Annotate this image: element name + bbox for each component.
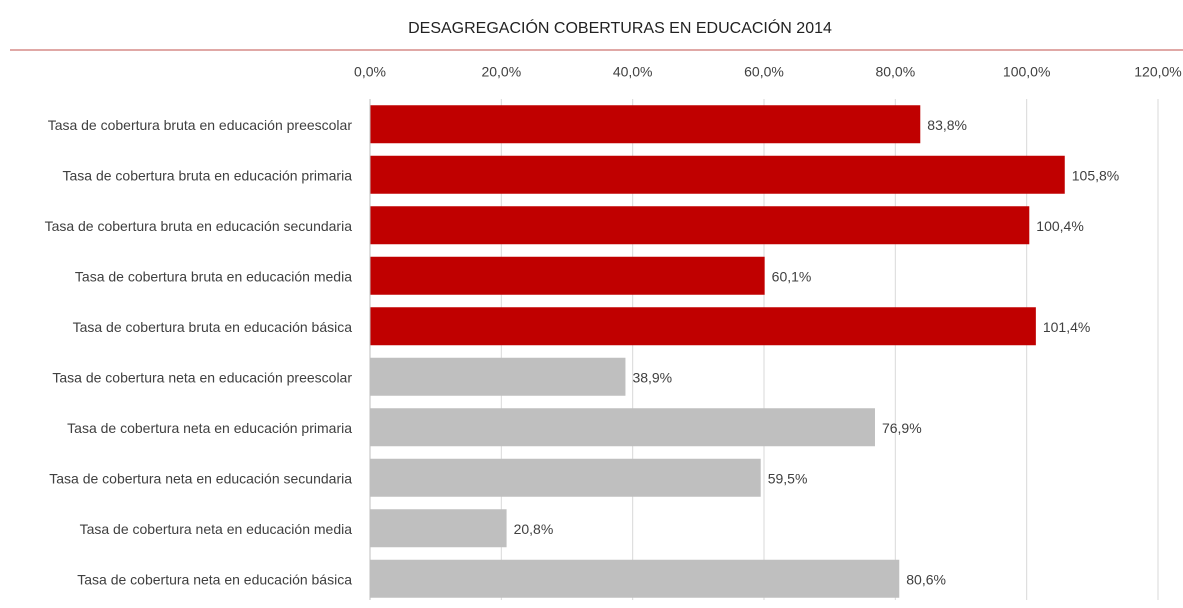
bar <box>370 509 507 548</box>
bar <box>370 408 875 447</box>
value-label: 83,8% <box>927 117 967 133</box>
y-tick-label: Tasa de cobertura bruta en educación med… <box>75 268 352 284</box>
y-tick-label: Tasa de cobertura neta en educación medi… <box>80 521 353 537</box>
value-label: 60,1% <box>772 268 812 284</box>
y-tick-label: Tasa de cobertura neta en educación secu… <box>49 470 352 486</box>
chart-title: DESAGREGACIÓN COBERTURAS EN EDUCACIÓN 20… <box>408 18 832 37</box>
y-tick-label: Tasa de cobertura bruta en educación pre… <box>48 117 353 133</box>
value-label: 59,5% <box>768 470 808 486</box>
x-tick-label: 120,0% <box>1134 64 1181 80</box>
x-tick-label: 100,0% <box>1003 64 1050 80</box>
x-tick-label: 60,0% <box>744 64 784 80</box>
value-label: 105,8% <box>1072 167 1119 183</box>
value-label: 101,4% <box>1043 319 1090 335</box>
y-tick-label: Tasa de cobertura bruta en educación pri… <box>62 167 352 183</box>
value-label: 80,6% <box>906 571 946 587</box>
bar <box>370 357 626 396</box>
x-tick-label: 80,0% <box>875 64 915 80</box>
y-tick-label: Tasa de cobertura neta en educación pree… <box>52 369 352 385</box>
bar <box>370 256 765 295</box>
value-label: 100,4% <box>1036 218 1083 234</box>
y-tick-label: Tasa de cobertura bruta en educación bás… <box>73 319 353 335</box>
bar <box>370 105 921 144</box>
y-tick-label: Tasa de cobertura bruta en educación sec… <box>45 218 353 234</box>
value-label: 20,8% <box>514 521 554 537</box>
x-tick-label: 0,0% <box>354 64 386 80</box>
value-label: 76,9% <box>882 420 922 436</box>
value-label: 38,9% <box>632 369 672 385</box>
y-tick-label: Tasa de cobertura neta en educación bási… <box>77 571 352 587</box>
x-tick-label: 40,0% <box>613 64 653 80</box>
bar <box>370 458 761 497</box>
bar <box>370 559 900 598</box>
bar <box>370 155 1065 194</box>
bar <box>370 206 1030 245</box>
y-tick-label: Tasa de cobertura neta en educación prim… <box>67 420 352 436</box>
bar <box>370 307 1036 346</box>
x-tick-label: 20,0% <box>481 64 521 80</box>
